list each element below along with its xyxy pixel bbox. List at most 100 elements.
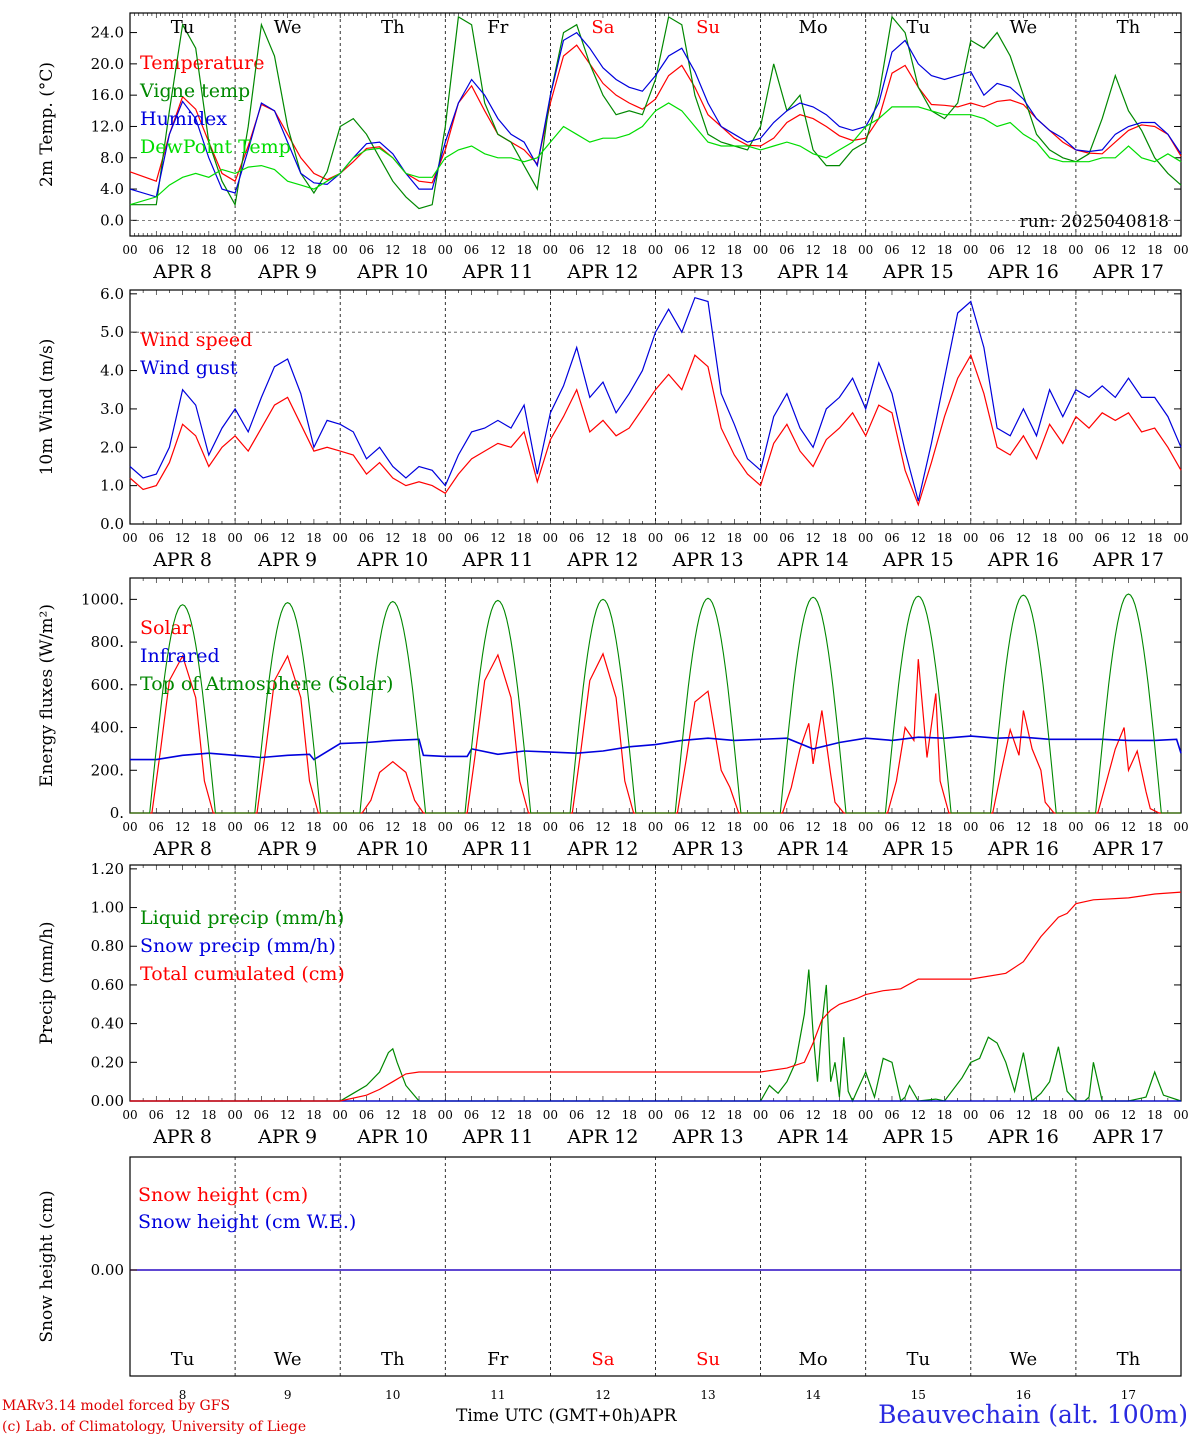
weekday-label: Fr <box>487 17 508 38</box>
hour-tick-label: 06 <box>464 1108 479 1122</box>
hour-tick-label: 06 <box>149 243 164 257</box>
day-number: 13 <box>700 1388 715 1402</box>
hour-tick-label: 06 <box>989 243 1004 257</box>
hour-tick-label: 18 <box>622 1108 637 1122</box>
hour-tick-label: 18 <box>727 531 742 545</box>
hour-tick-label: 06 <box>674 820 689 834</box>
hour-tick-label: 18 <box>727 1108 742 1122</box>
hour-tick-label: 18 <box>201 1108 216 1122</box>
hour-tick-label: 06 <box>989 820 1004 834</box>
series-line <box>130 15 1182 210</box>
weekday-label: Tu <box>171 1349 195 1370</box>
weekday-label: Sa <box>591 17 614 38</box>
date-label: APR 11 <box>461 1126 533 1148</box>
date-label: APR 15 <box>882 838 954 860</box>
legend-entry: Solar <box>140 617 192 639</box>
date-label: APR 13 <box>672 261 744 283</box>
y-tick-label: 0. <box>110 804 124 822</box>
hour-tick-label: 00 <box>122 243 137 257</box>
hour-tick-label: 18 <box>1147 820 1162 834</box>
date-label: APR 10 <box>356 261 428 283</box>
date-label: APR 9 <box>257 838 317 860</box>
hour-tick-label: 00 <box>648 243 663 257</box>
y-axis-label: 10m Wind (m/s) <box>37 339 57 476</box>
hour-tick-label: 12 <box>490 820 505 834</box>
hour-tick-label: 18 <box>1147 243 1162 257</box>
y-tick-label: 3.0 <box>100 400 124 418</box>
hour-tick-label: 00 <box>227 243 242 257</box>
hour-tick-label: 00 <box>858 531 873 545</box>
y-tick-label: 0.60 <box>91 976 124 994</box>
date-label: APR 16 <box>987 549 1059 571</box>
hour-tick-label: 06 <box>674 1108 689 1122</box>
weekday-label: Su <box>696 1349 720 1370</box>
hour-tick-label: 06 <box>569 531 584 545</box>
day-number: 12 <box>595 1388 610 1402</box>
station-name: Beauvechain (alt. 100m) <box>878 1400 1188 1429</box>
hour-tick-label: 18 <box>832 820 847 834</box>
hour-tick-label: 00 <box>333 1108 348 1122</box>
series-line <box>130 652 1181 814</box>
hour-tick-label: 06 <box>1095 243 1110 257</box>
hour-tick-label: 06 <box>989 1108 1004 1122</box>
date-label: APR 10 <box>356 549 428 571</box>
y-tick-label: 2.0 <box>100 438 124 456</box>
hour-tick-label: 18 <box>1042 243 1057 257</box>
y-tick-label: 200. <box>91 761 124 779</box>
hour-tick-label: 18 <box>937 820 952 834</box>
y-axis-label: Energy fluxes (W/m²) <box>37 604 57 787</box>
y-tick-label: 0.0 <box>100 515 124 533</box>
hour-tick-label: 06 <box>254 1108 269 1122</box>
hour-tick-label: 06 <box>779 1108 794 1122</box>
y-axis-label: 2m Temp. (°C) <box>37 62 57 187</box>
legend-entry: Top of Atmosphere (Solar) <box>140 673 393 695</box>
legend-entry: Infrared <box>140 645 220 667</box>
date-label: APR 9 <box>257 549 317 571</box>
hour-tick-label: 00 <box>1173 243 1188 257</box>
y-tick-label: 0.40 <box>91 1015 124 1033</box>
hour-tick-label: 00 <box>753 820 768 834</box>
time-utc-label: Time UTC (GMT+0h) <box>456 1406 641 1426</box>
hour-tick-label: 00 <box>122 1108 137 1122</box>
hour-tick-label: 00 <box>333 820 348 834</box>
hour-tick-label: 18 <box>727 820 742 834</box>
lab-credit: (c) Lab. of Climatology, University of L… <box>2 1419 307 1435</box>
hour-tick-label: 06 <box>779 531 794 545</box>
day-number: 11 <box>490 1388 505 1402</box>
weekday-label: Th <box>1117 1349 1141 1370</box>
hour-tick-label: 06 <box>464 531 479 545</box>
series-line <box>129 353 1182 507</box>
legend-entry: Humidex <box>140 108 227 130</box>
hour-tick-label: 18 <box>516 531 531 545</box>
hour-tick-label: 18 <box>832 531 847 545</box>
hour-tick-label: 06 <box>779 820 794 834</box>
y-tick-label: 6.0 <box>100 285 124 303</box>
hour-tick-label: 06 <box>569 1108 584 1122</box>
hour-tick-label: 06 <box>1095 531 1110 545</box>
hour-tick-label: 00 <box>753 1108 768 1122</box>
hour-tick-label: 18 <box>306 243 321 257</box>
hour-tick-label: 18 <box>516 243 531 257</box>
hour-tick-label: 00 <box>1173 531 1188 545</box>
hour-tick-label: 12 <box>806 1108 821 1122</box>
date-label: APR 14 <box>777 261 849 283</box>
hour-tick-label: 18 <box>411 531 426 545</box>
hour-tick-label: 18 <box>622 820 637 834</box>
hour-tick-label: 06 <box>1095 1108 1110 1122</box>
hour-tick-label: 06 <box>674 531 689 545</box>
hour-tick-label: 06 <box>1095 820 1110 834</box>
date-label: APR 13 <box>672 1126 744 1148</box>
date-label: APR 11 <box>461 549 533 571</box>
hour-tick-label: 00 <box>543 531 558 545</box>
hour-tick-label: 12 <box>490 243 505 257</box>
hour-tick-label: 18 <box>1042 1108 1057 1122</box>
weekday-label: Su <box>696 17 720 38</box>
hour-tick-label: 12 <box>1016 531 1031 545</box>
hour-tick-label: 00 <box>227 1108 242 1122</box>
hour-tick-label: 12 <box>175 531 190 545</box>
date-label: APR 8 <box>152 1126 212 1148</box>
hour-tick-label: 00 <box>858 1108 873 1122</box>
hour-tick-label: 18 <box>516 1108 531 1122</box>
hour-tick-label: 12 <box>700 820 715 834</box>
hour-tick-label: 12 <box>700 1108 715 1122</box>
